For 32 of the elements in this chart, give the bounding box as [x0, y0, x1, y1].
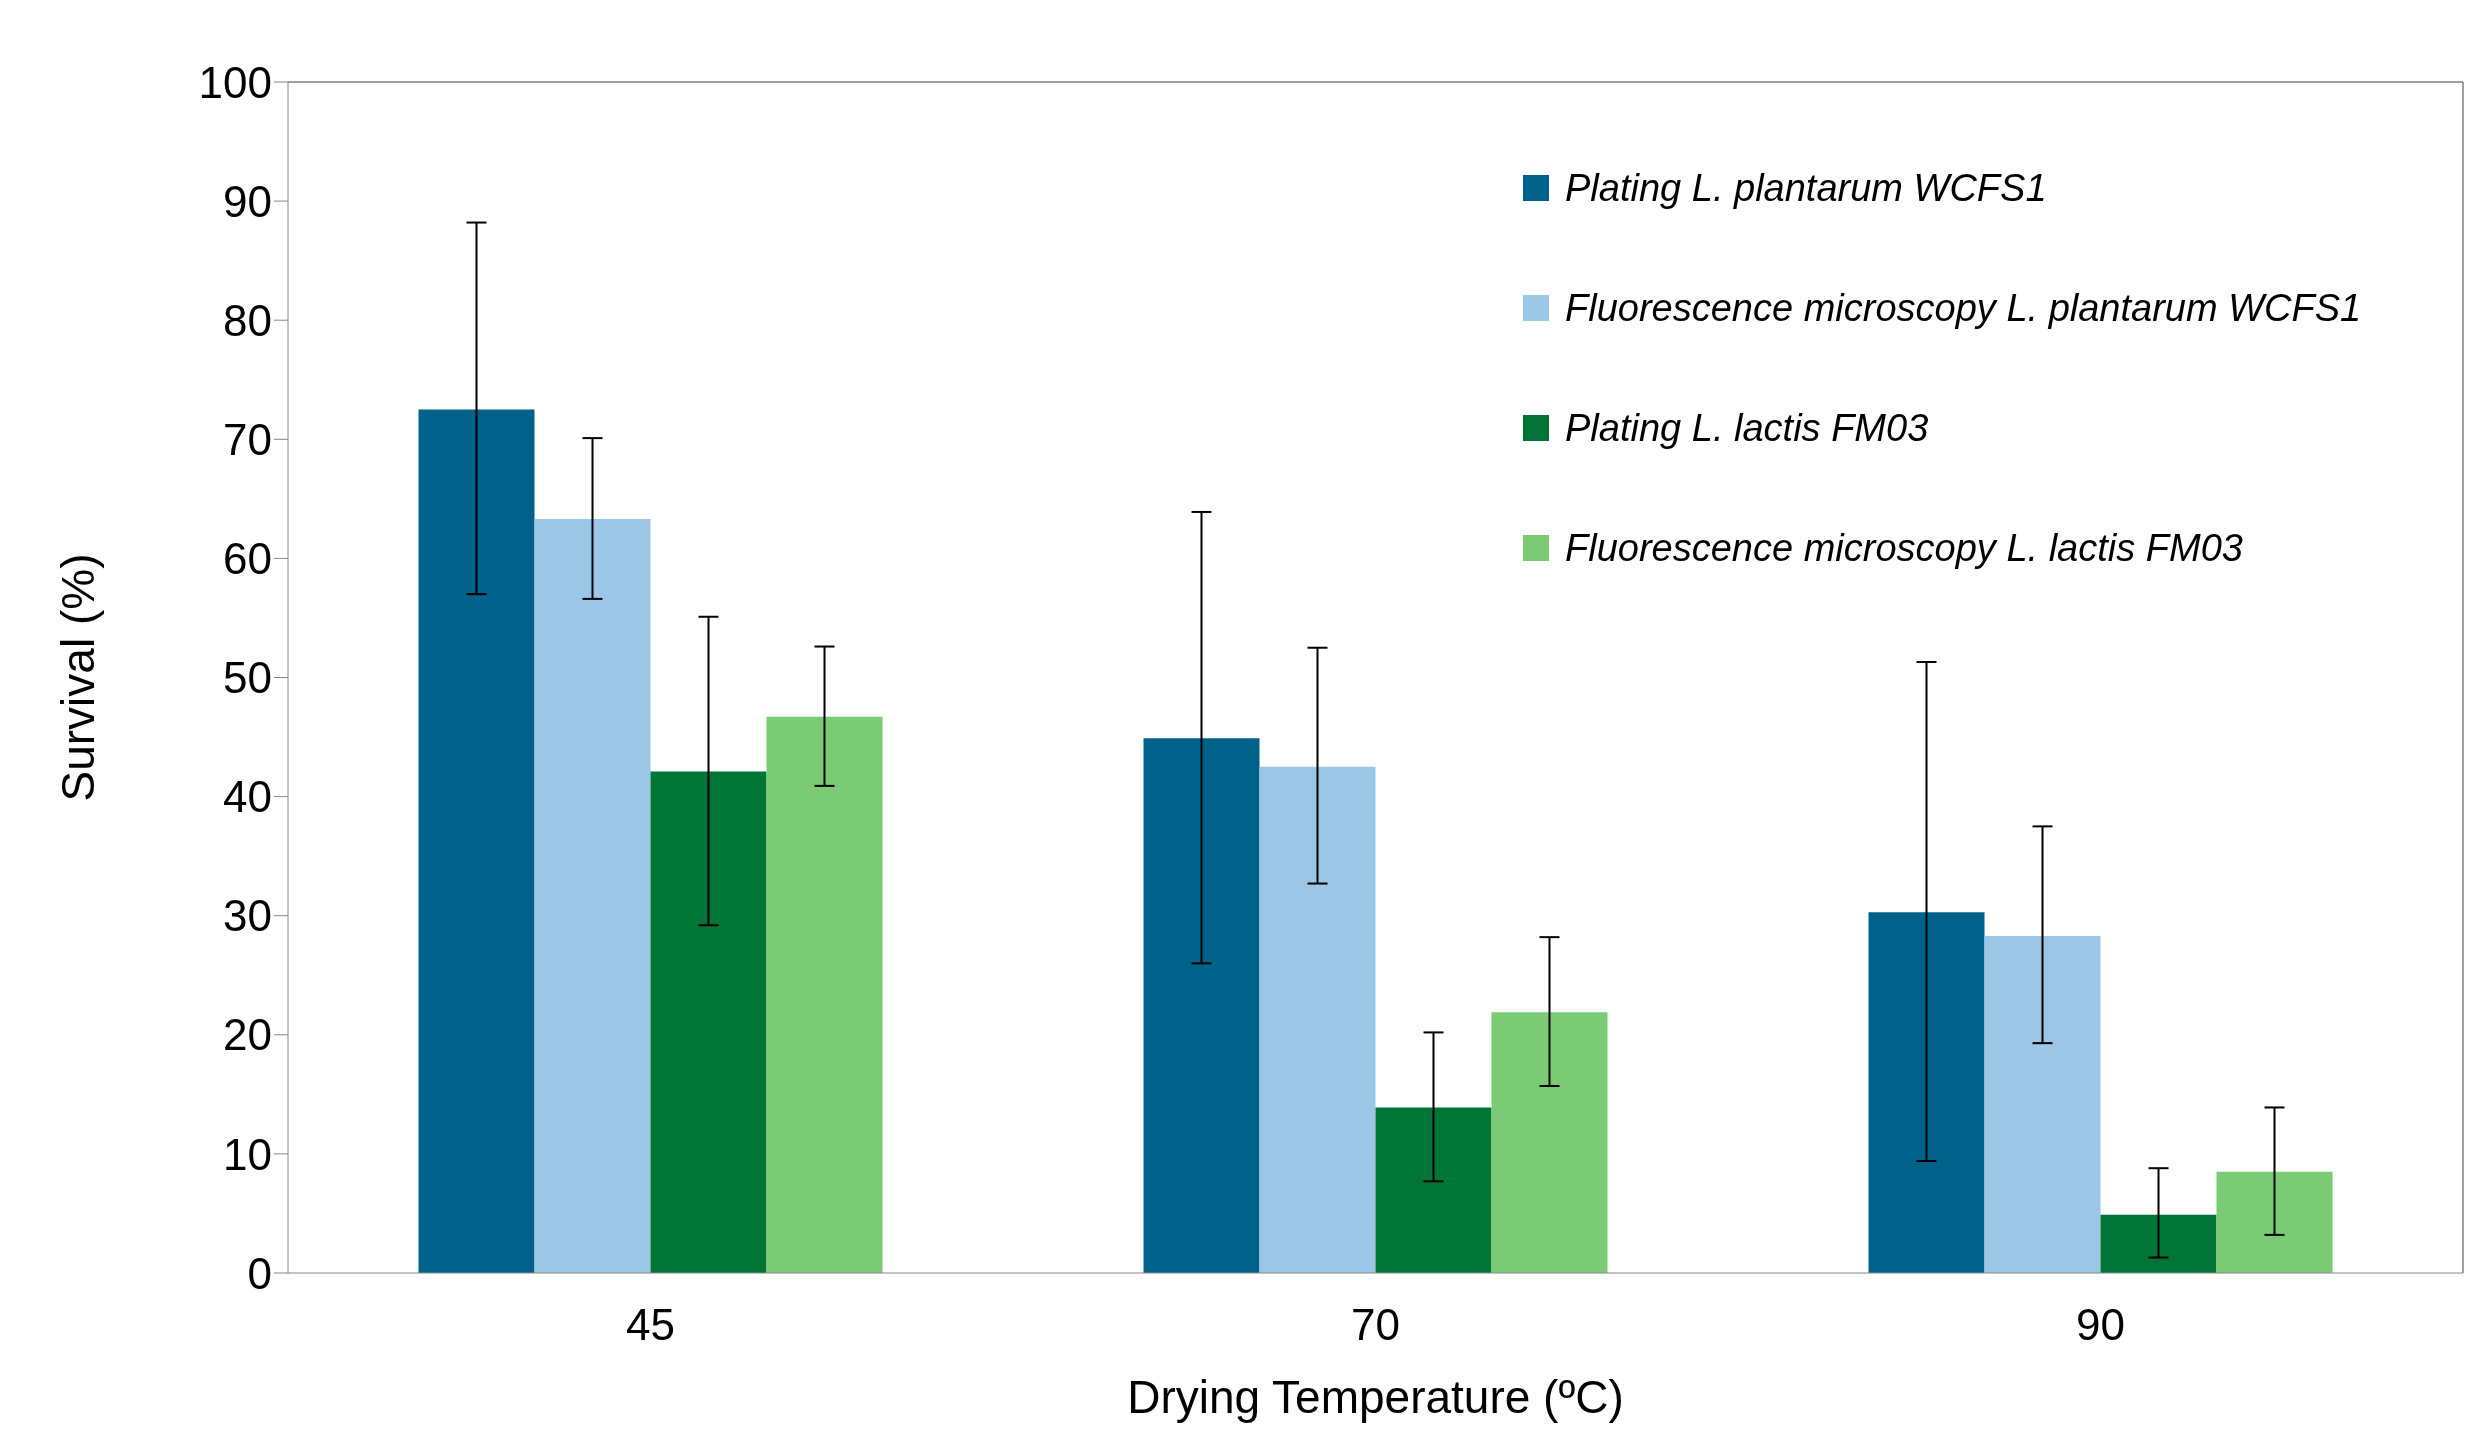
bar — [766, 716, 883, 1273]
legend-label: Fluorescence microscopy L. plantarum WCFS1 — [1565, 286, 2362, 330]
bar — [1984, 935, 2101, 1273]
y-tick-label: 80 — [223, 295, 272, 345]
y-tick-label: 40 — [223, 772, 272, 822]
x-tick-label: 45 — [626, 1300, 675, 1350]
bar — [1375, 1107, 1492, 1273]
y-tick-label: 60 — [223, 534, 272, 584]
bar — [1143, 738, 1260, 1273]
y-tick-label: 90 — [223, 176, 272, 226]
y-axis-title: Survival (%) — [52, 553, 105, 802]
bar — [2100, 1214, 2217, 1273]
y-tick-label: 0 — [247, 1248, 272, 1298]
bar — [418, 409, 535, 1273]
x-tick-label: 70 — [1351, 1300, 1400, 1350]
bar — [1491, 1012, 1608, 1273]
bar — [1259, 766, 1376, 1273]
x-axis-title: Drying Temperature (ºC) — [1127, 1371, 1624, 1423]
legend-label: Plating L. plantarum WCFS1 — [1565, 166, 2047, 210]
bar — [650, 771, 767, 1273]
y-tick-label: 70 — [223, 414, 272, 464]
y-tick-label: 20 — [223, 1010, 272, 1060]
y-tick-label: 30 — [223, 891, 272, 941]
bar — [2216, 1171, 2333, 1273]
y-tick-label: 10 — [223, 1129, 272, 1179]
legend-label: Plating L. lactis FM03 — [1565, 406, 1929, 450]
y-tick-label: 100 — [198, 57, 272, 107]
legend-label: Fluorescence microscopy L. lactis FM03 — [1565, 526, 2243, 570]
bar — [534, 519, 651, 1273]
x-tick-label: 90 — [2076, 1300, 2125, 1350]
y-tick-label: 50 — [223, 653, 272, 703]
bar — [1868, 912, 1985, 1273]
